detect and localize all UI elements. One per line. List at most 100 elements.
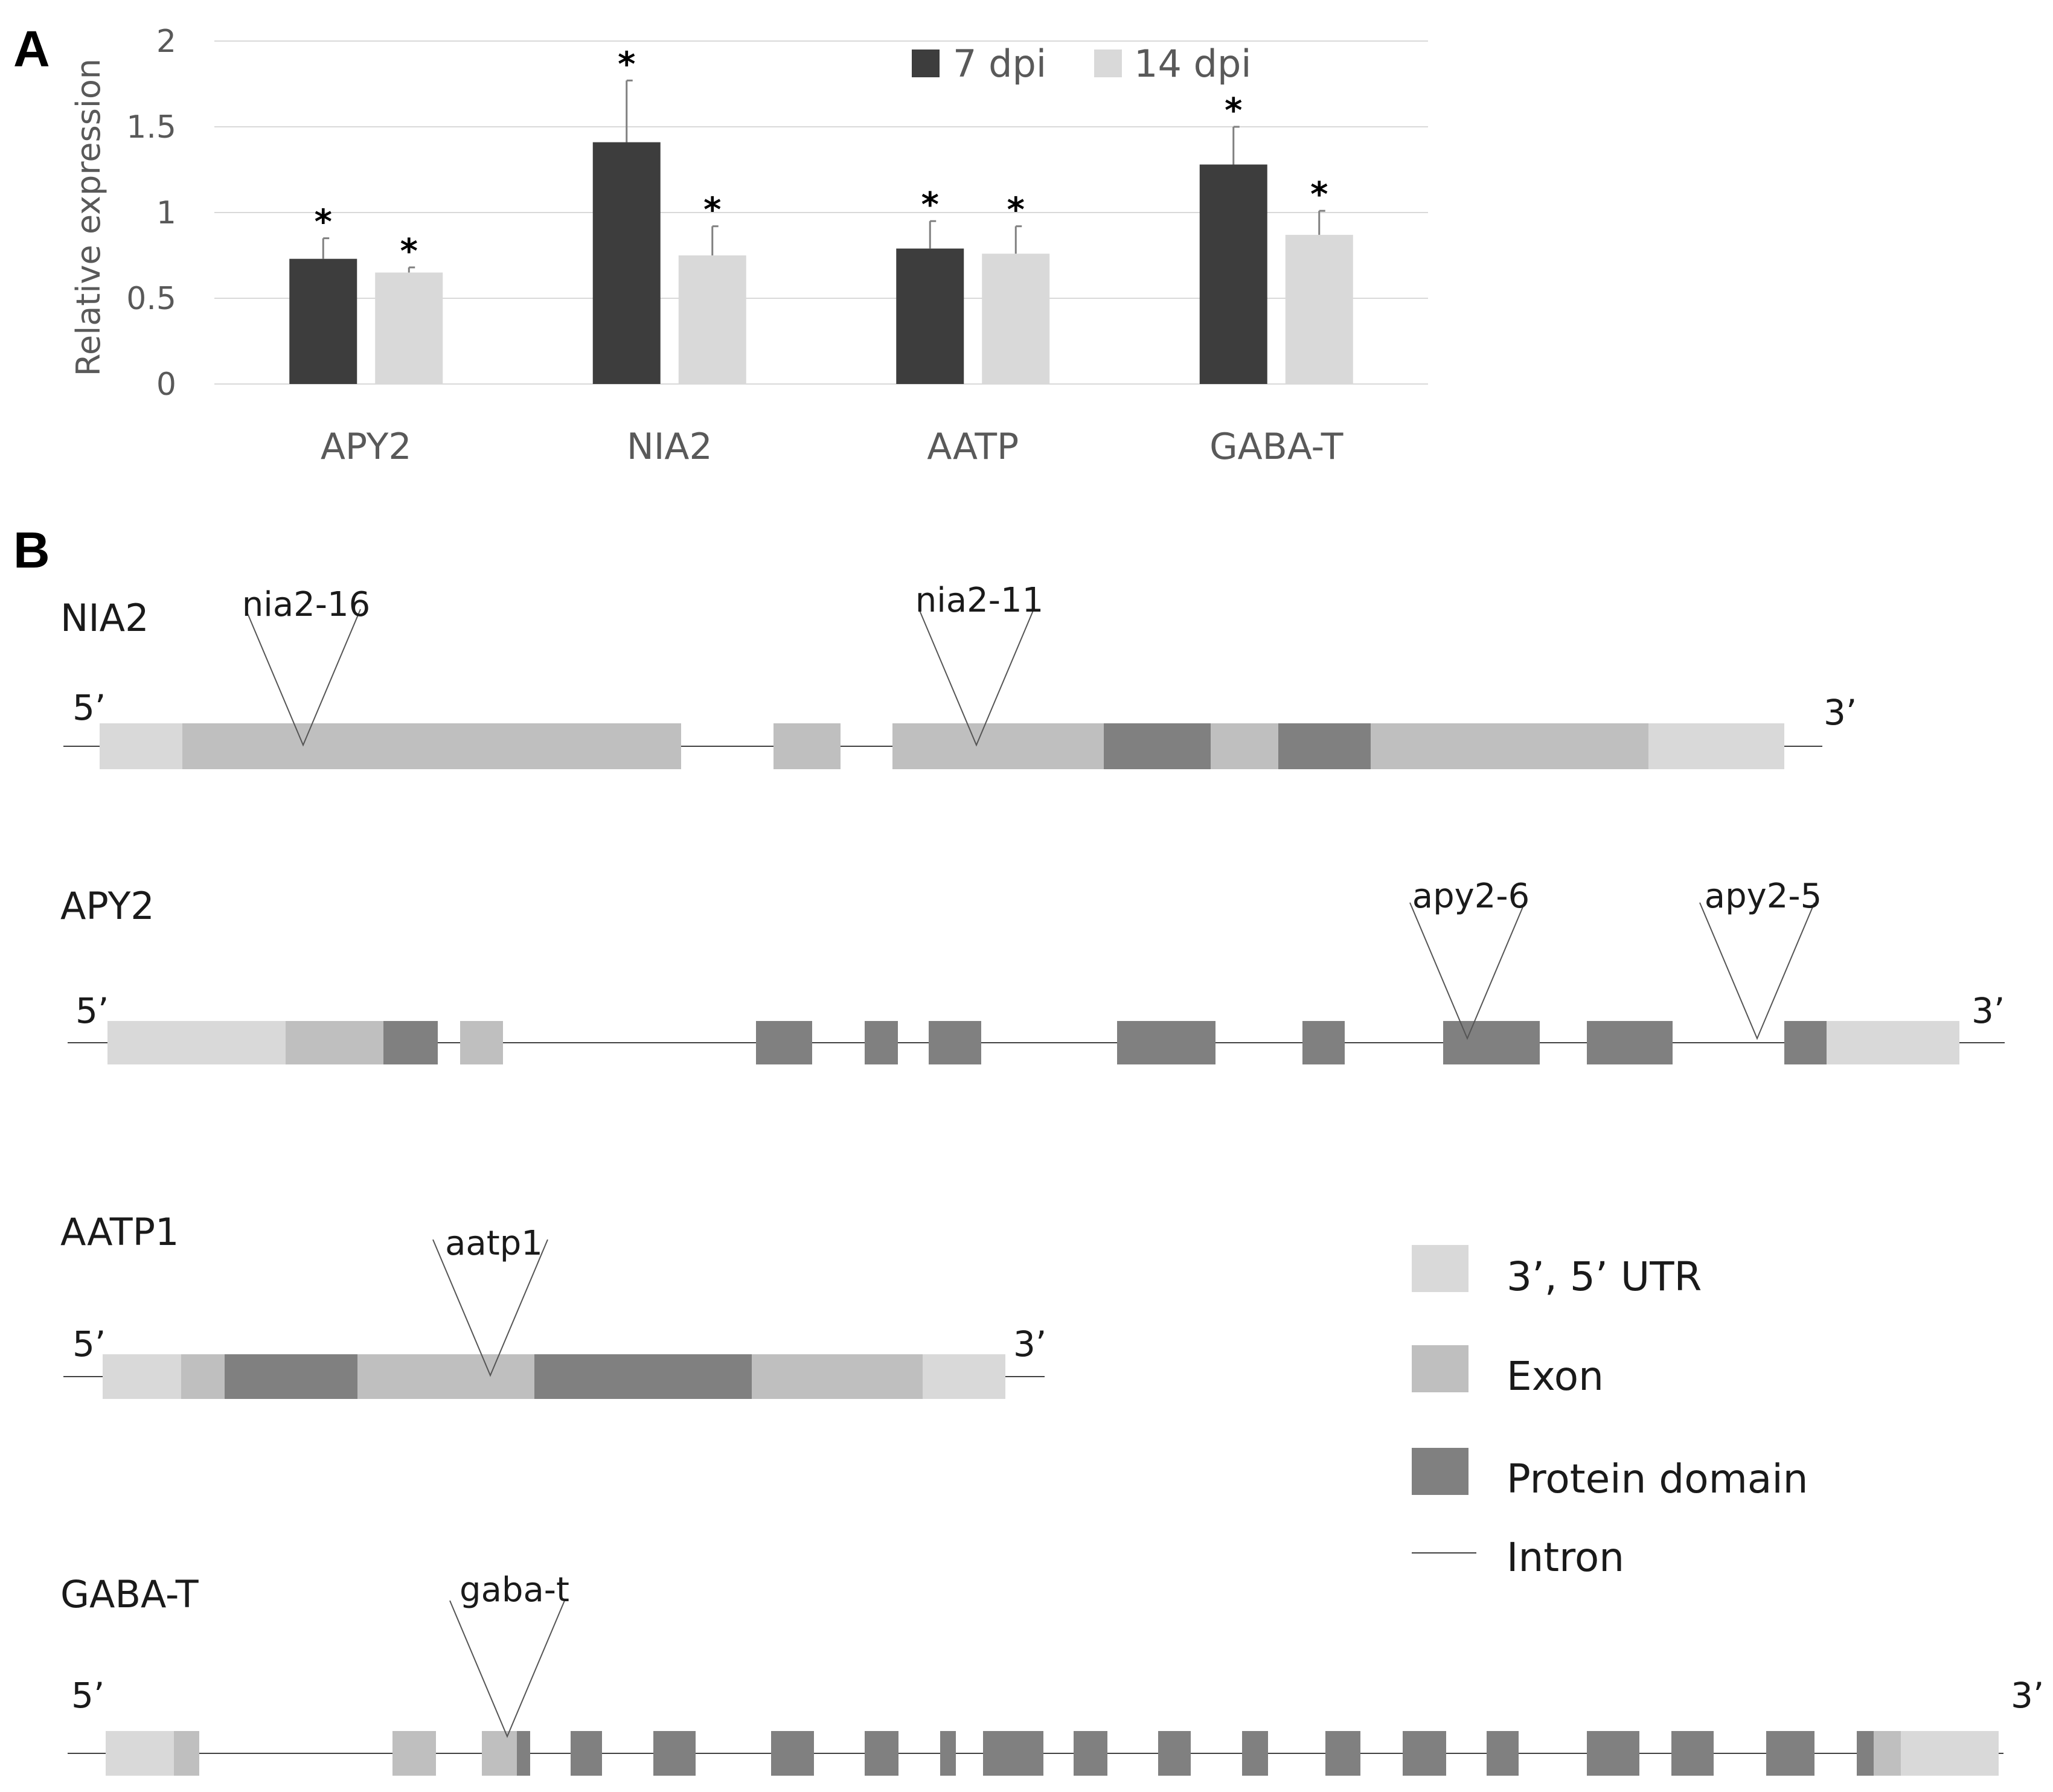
insertion-label: aatp1	[445, 1224, 543, 1263]
protein-domain-segment	[756, 1021, 812, 1064]
bar	[375, 272, 443, 384]
protein-domain-segment	[1278, 723, 1371, 769]
category-label: AATP	[927, 426, 1019, 468]
protein-domain-segment	[1671, 1731, 1714, 1776]
significance-star: *	[1225, 91, 1242, 130]
protein-domain-segment	[940, 1731, 956, 1776]
insertion-marker	[918, 609, 1034, 747]
gene-diagrams: NIA2 5’ 3’ nia2-16 nia2-11 APY2 5’ 3’ apy2-6 apy2…	[60, 581, 2044, 1776]
y-axis-label: Relative expression	[69, 59, 107, 376]
legend-domain-label: Protein domain	[1507, 1456, 1808, 1502]
bar	[1199, 164, 1267, 384]
protein-domain-segment	[929, 1021, 981, 1064]
gene-apy2: APY2 5’ 3’ apy2-6 apy2-5	[60, 877, 2005, 1064]
gene-aatp1: AATP1 5’ 3’ aatp1	[60, 1210, 1046, 1399]
legend-utr-label: 3’, 5’ UTR	[1507, 1253, 1702, 1300]
protein-domain-segment	[1104, 723, 1211, 769]
protein-domain-segment	[1487, 1731, 1519, 1776]
protein-domain-segment	[1403, 1731, 1446, 1776]
insertion-label: apy2-5	[1705, 877, 1822, 916]
legend-label-7dpi: 7 dpi	[953, 42, 1046, 86]
protein-domain-segment	[1158, 1731, 1191, 1776]
utr-segment	[1827, 1021, 1959, 1064]
bars: * * * * * * * *	[289, 45, 1353, 384]
three-prime-label: 3’	[1824, 692, 1857, 733]
exon-segment	[752, 1354, 923, 1399]
protein-domain-segment	[653, 1731, 696, 1776]
utr-segment	[1901, 1731, 1999, 1776]
gene-legend: 3’, 5’ UTR Exon Protein domain Intron	[1412, 1245, 1808, 1581]
legend-exon-swatch	[1412, 1345, 1468, 1392]
exon-segment	[286, 1021, 383, 1064]
exon-segment	[1211, 723, 1278, 769]
five-prime-label: 5’	[71, 1675, 104, 1716]
legend-swatch-14dpi	[1094, 50, 1122, 77]
three-prime-label: 3’	[1013, 1323, 1046, 1365]
exon-segment	[1874, 1731, 1901, 1776]
y-tick-labels: 0 0.5 1 1.5 2	[126, 24, 176, 403]
significance-star: *	[921, 185, 939, 225]
three-prime-label: 3’	[1971, 990, 2005, 1031]
bar	[896, 248, 964, 384]
y-tick-label: 0.5	[126, 281, 176, 317]
y-tick-label: 2	[156, 24, 176, 60]
protein-domain-segment	[534, 1354, 752, 1399]
protein-domain-segment	[1443, 1021, 1540, 1064]
exon-segment	[482, 1731, 517, 1776]
protein-domain-segment	[1325, 1731, 1360, 1776]
protein-domain-segment	[1117, 1021, 1215, 1064]
gene-name: APY2	[60, 884, 155, 928]
protein-domain-segment	[1242, 1731, 1268, 1776]
protein-domain-segment	[1587, 1731, 1639, 1776]
protein-domain-segment	[983, 1731, 1043, 1776]
protein-domain-segment	[1766, 1731, 1814, 1776]
protein-domain-segment	[1784, 1021, 1827, 1064]
protein-domain-segment	[865, 1731, 898, 1776]
gene-gaba-t: GABA-T 5’ 3’ gaba-t	[60, 1570, 2044, 1776]
utr-segment	[107, 1021, 286, 1064]
protein-domain-segment	[865, 1021, 898, 1064]
exon-segment	[892, 723, 1104, 769]
legend-label-14dpi: 14 dpi	[1134, 42, 1252, 86]
exon-segment	[1371, 723, 1648, 769]
exon-segment	[174, 1731, 199, 1776]
bar	[289, 258, 357, 384]
category-labels: APY2 NIA2 AATP GABA-T	[321, 426, 1344, 468]
three-prime-label: 3’	[2011, 1675, 2044, 1716]
y-tick-label: 1.5	[126, 109, 176, 146]
insertion-marker	[1699, 902, 1815, 1040]
significance-star: *	[618, 45, 635, 84]
insertion-marker	[449, 1600, 565, 1738]
bar	[982, 254, 1050, 384]
utr-segment	[100, 723, 182, 769]
protein-domain-segment	[383, 1021, 438, 1064]
significance-star: *	[315, 203, 332, 242]
y-tick-label: 0	[156, 366, 176, 403]
category-label: APY2	[321, 426, 412, 468]
bar	[592, 142, 661, 384]
exon-segment	[357, 1354, 534, 1399]
protein-domain-segment	[517, 1731, 530, 1776]
significance-star: *	[1007, 191, 1025, 230]
insertion-marker	[1409, 902, 1525, 1040]
exon-segment	[392, 1731, 436, 1776]
five-prime-label: 5’	[75, 990, 109, 1031]
insertion-label: nia2-11	[915, 581, 1043, 620]
legend-intron-label: Intron	[1507, 1534, 1624, 1581]
insertion-marker	[432, 1239, 548, 1377]
gene-name: NIA2	[60, 596, 149, 640]
legend-domain-swatch	[1412, 1448, 1468, 1495]
protein-domain-segment	[1587, 1021, 1673, 1064]
protein-domain-segment	[771, 1731, 814, 1776]
bar	[678, 255, 746, 384]
significance-star: *	[703, 191, 721, 230]
utr-segment	[923, 1354, 1005, 1399]
gene-name: AATP1	[60, 1210, 179, 1254]
utr-segment	[106, 1731, 174, 1776]
five-prime-label: 5’	[72, 687, 106, 728]
exon-segment	[181, 1354, 225, 1399]
insertion-label: gaba-t	[460, 1570, 569, 1610]
protein-domain-segment	[1302, 1021, 1345, 1064]
utr-segment	[1648, 723, 1784, 769]
